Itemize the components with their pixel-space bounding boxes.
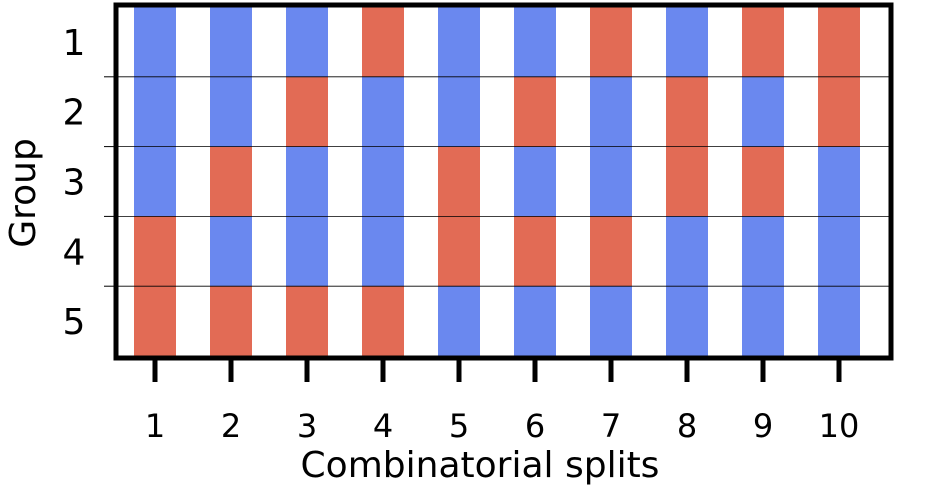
cell-split-5-group-4: [438, 216, 480, 287]
cell-split-2-group-1: [210, 7, 252, 78]
x-tick-label: 6: [525, 407, 545, 445]
cell-split-9-group-4: [742, 216, 784, 287]
cell-split-1-group-3: [134, 146, 176, 217]
y-tick-label: 4: [63, 232, 86, 273]
y-axis-ticks: 1 2 3 4 5: [63, 23, 86, 343]
cell-split-9-group-3: [742, 146, 784, 217]
cell-split-5-group-2: [438, 76, 480, 148]
cell-split-4-group-4: [362, 216, 404, 287]
cell-split-6-group-2: [514, 76, 556, 148]
cell-split-2-group-5: [210, 286, 252, 357]
cell-split-6-group-5: [514, 286, 556, 357]
heatmap-cells: [134, 7, 860, 357]
x-tick-label: 4: [373, 407, 393, 445]
x-tick-label: 9: [753, 407, 773, 445]
cell-split-4-group-2: [362, 76, 404, 148]
cell-split-10-group-3: [818, 146, 860, 217]
cell-split-10-group-2: [818, 76, 860, 148]
cell-split-1-group-5: [134, 286, 176, 357]
y-tick-label: 2: [63, 93, 86, 134]
y-tick-label: 3: [63, 163, 86, 204]
cell-split-2-group-4: [210, 216, 252, 287]
x-axis-label: Combinatorial splits: [301, 445, 660, 486]
cell-split-8-group-1: [666, 7, 708, 78]
cell-split-7-group-4: [590, 216, 632, 287]
cell-split-6-group-1: [514, 7, 556, 78]
cell-split-9-group-2: [742, 76, 784, 148]
cell-split-10-group-4: [818, 216, 860, 287]
cell-split-6-group-3: [514, 146, 556, 217]
x-tick-label: 10: [819, 407, 860, 445]
y-tick-label: 5: [63, 302, 86, 343]
y-axis-label: Group: [3, 138, 44, 248]
cell-split-3-group-4: [286, 216, 328, 287]
cell-split-8-group-2: [666, 76, 708, 148]
cell-split-7-group-2: [590, 76, 632, 148]
cell-split-9-group-1: [742, 7, 784, 78]
plot-frame: [113, 2, 894, 361]
cell-split-10-group-5: [818, 286, 860, 357]
cell-split-7-group-1: [590, 7, 632, 78]
cell-split-5-group-5: [438, 286, 480, 357]
cell-split-2-group-2: [210, 76, 252, 148]
cell-split-5-group-1: [438, 7, 480, 78]
cell-split-5-group-3: [438, 146, 480, 217]
cell-split-3-group-2: [286, 76, 328, 148]
cell-split-3-group-3: [286, 146, 328, 217]
x-tick-label: 2: [221, 407, 241, 445]
cell-split-4-group-3: [362, 146, 404, 217]
x-tick-label: 3: [297, 407, 317, 445]
row-separators: [104, 76, 891, 287]
cell-split-6-group-4: [514, 216, 556, 287]
cell-split-1-group-4: [134, 216, 176, 287]
cell-split-8-group-3: [666, 146, 708, 217]
cell-split-8-group-5: [666, 286, 708, 357]
x-tick-label: 5: [449, 407, 469, 445]
cell-split-3-group-1: [286, 7, 328, 78]
cell-split-9-group-5: [742, 286, 784, 357]
x-tick-label: 1: [145, 407, 165, 445]
cell-split-1-group-1: [134, 7, 176, 78]
x-tick-label: 8: [677, 407, 697, 445]
cell-split-2-group-3: [210, 146, 252, 217]
cell-split-3-group-5: [286, 286, 328, 357]
x-tick-label: 7: [601, 407, 621, 445]
cell-split-7-group-5: [590, 286, 632, 357]
cell-split-8-group-4: [666, 216, 708, 287]
x-axis-ticks: 1 2 3 4 5 6 7 8 9 10: [145, 360, 860, 445]
cell-split-4-group-5: [362, 286, 404, 357]
y-tick-label: 1: [63, 23, 86, 64]
cell-split-7-group-3: [590, 146, 632, 217]
cell-split-1-group-2: [134, 76, 176, 148]
cell-split-10-group-1: [818, 7, 860, 78]
cell-split-4-group-1: [362, 7, 404, 78]
